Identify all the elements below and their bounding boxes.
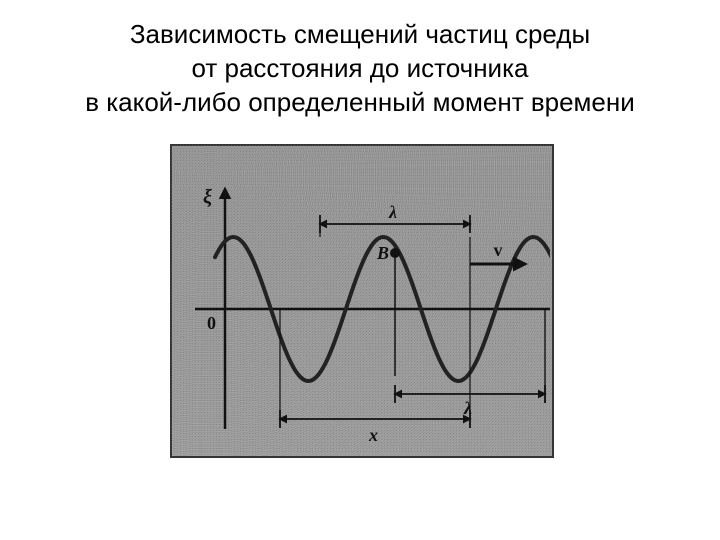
lambda-top-label: λ (388, 202, 397, 222)
title-line3: в какой-либо определенный момент времени (85, 87, 635, 117)
y-axis-label: ξ (203, 186, 212, 208)
point-b-label: B (376, 243, 389, 263)
graph-svg: 0ξxBvλλx (170, 144, 550, 454)
velocity-label: v (494, 240, 503, 260)
title-line1: Зависимость смещений частиц среды (130, 19, 590, 49)
title-line2: от расстояния до источника (191, 53, 528, 83)
x-measure-label: x (368, 425, 378, 445)
wave-graph: 0ξxBvλλx (170, 144, 550, 454)
origin-label: 0 (207, 313, 216, 333)
page-title: Зависимость смещений частиц среды от рас… (85, 18, 635, 119)
